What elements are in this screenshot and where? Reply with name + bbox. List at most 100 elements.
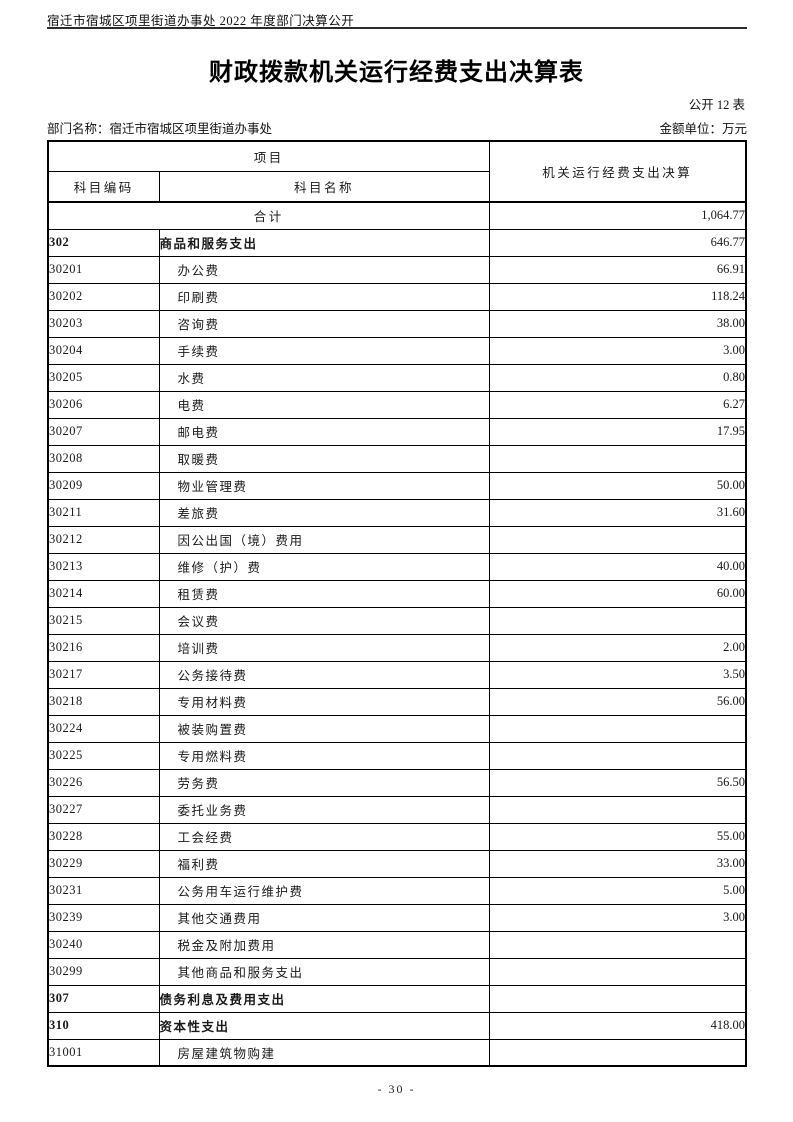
table-row: 30224 被装购置费	[47, 714, 747, 743]
subject-code-cell: 30216	[47, 633, 160, 662]
value-cell: 56.00	[488, 687, 747, 716]
table-row: 30216 培训费 2.00	[47, 633, 747, 662]
value-cell: 60.00	[488, 579, 747, 608]
table-row: 30299 其他商品和服务支出	[47, 957, 747, 986]
table-row: 30208 取暖费	[47, 444, 747, 473]
value-cell: 5.00	[488, 876, 747, 905]
value-cell: 33.00	[488, 849, 747, 878]
subject-name-cell: 房屋建筑物购建	[158, 1038, 490, 1067]
subject-name-cell: 差旅费	[158, 498, 490, 527]
value-cell: 38.00	[488, 309, 747, 338]
subject-name-cell: 办公费	[158, 255, 490, 284]
value-cell	[488, 984, 747, 1013]
header-divider	[47, 27, 747, 29]
subject-code-cell: 30211	[47, 498, 160, 527]
subject-name-cell: 工会经费	[158, 822, 490, 851]
subject-code-cell: 30214	[47, 579, 160, 608]
department-name-label: 部门名称：宿迁市宿城区项里街道办事处	[47, 122, 273, 136]
subject-name-cell: 咨询费	[158, 309, 490, 338]
value-cell: 50.00	[488, 471, 747, 500]
table-row: 30239 其他交通费用 3.00	[47, 903, 747, 932]
expense-table-body: 合计 1,064.77 302 商品和服务支出 646.77 30201 办公费 66.91 3…	[47, 201, 747, 1067]
subject-code-cell: 30225	[47, 741, 160, 770]
total-value: 1,064.77	[488, 201, 747, 230]
value-cell: 3.00	[488, 336, 747, 365]
subject-name-cell: 会议费	[158, 606, 490, 635]
table-row: 30209 物业管理费 50.00	[47, 471, 747, 500]
value-cell: 3.50	[488, 660, 747, 689]
total-row: 合计 1,064.77	[47, 201, 747, 230]
subject-code-cell: 30203	[47, 309, 160, 338]
value-cell	[488, 606, 747, 635]
column-header-value: 机关运行经费支出决算	[488, 140, 747, 203]
expense-table: 项目 机关运行经费支出决算 科目编码 科目名称 合计 1,064.77 302 商品和…	[47, 140, 748, 1067]
subject-name-cell: 培训费	[158, 633, 490, 662]
table-row: 30214 租赁费 60.00	[47, 579, 747, 608]
table-row: 30211 差旅费 31.60	[47, 498, 747, 527]
subject-code-cell: 30209	[47, 471, 160, 500]
subject-code-cell: 307	[47, 984, 160, 1013]
subject-code-cell: 30215	[47, 606, 160, 635]
table-row: 30207 邮电费 17.95	[47, 417, 747, 446]
value-cell: 40.00	[488, 552, 747, 581]
subject-code-cell: 30207	[47, 417, 160, 446]
subject-code-cell: 30202	[47, 282, 160, 311]
table-meta-row: 部门名称：宿迁市宿城区项里街道办事处 金额单位：万元	[47, 118, 747, 137]
value-cell: 2.00	[488, 633, 747, 662]
subject-code-cell: 30201	[47, 255, 160, 284]
subject-name-cell: 公务接待费	[158, 660, 490, 689]
total-label: 合计	[47, 201, 490, 230]
table-row: 30202 印刷费 118.24	[47, 282, 747, 311]
subject-name-cell: 其他交通费用	[158, 903, 490, 932]
subject-code-cell: 30224	[47, 714, 160, 743]
subject-name-cell: 专用燃料费	[158, 741, 490, 770]
value-cell	[488, 741, 747, 770]
subject-code-cell: 30231	[47, 876, 160, 905]
table-row: 30225 专用燃料费	[47, 741, 747, 770]
subject-code-cell: 30204	[47, 336, 160, 365]
value-cell: 55.00	[488, 822, 747, 851]
value-cell	[488, 525, 747, 554]
subject-code-cell: 30212	[47, 525, 160, 554]
subject-name-cell: 物业管理费	[158, 471, 490, 500]
value-cell: 56.50	[488, 768, 747, 797]
table-row: 310 资本性支出 418.00	[47, 1011, 747, 1040]
value-cell: 3.00	[488, 903, 747, 932]
value-cell: 418.00	[488, 1011, 747, 1040]
table-row: 30205 水费 0.80	[47, 363, 747, 392]
subject-name-cell: 委托业务费	[158, 795, 490, 824]
subject-code-cell: 30228	[47, 822, 160, 851]
table-row: 31001 房屋建筑物购建	[47, 1038, 747, 1067]
subject-name-cell: 税金及附加费用	[158, 930, 490, 959]
subject-code-cell: 30240	[47, 930, 160, 959]
table-row: 30201 办公费 66.91	[47, 255, 747, 284]
amount-unit-label: 金额单位：万元	[659, 122, 747, 136]
subject-name-cell: 邮电费	[158, 417, 490, 446]
value-cell	[488, 957, 747, 986]
table-row: 30217 公务接待费 3.50	[47, 660, 747, 689]
table-number-label: 公开 12 表	[688, 98, 745, 112]
page-number: - 30 -	[377, 1082, 416, 1096]
value-cell	[488, 795, 747, 824]
table-row: 30231 公务用车运行维护费 5.00	[47, 876, 747, 905]
table-row: 30228 工会经费 55.00	[47, 822, 747, 851]
value-cell: 646.77	[488, 228, 747, 257]
value-cell	[488, 714, 747, 743]
value-cell: 0.80	[488, 363, 747, 392]
column-header-project: 项目	[47, 140, 490, 172]
table-row: 30203 咨询费 38.00	[47, 309, 747, 338]
value-cell: 66.91	[488, 255, 747, 284]
subject-code-cell: 30205	[47, 363, 160, 392]
subject-name-cell: 电费	[158, 390, 490, 419]
subject-code-cell: 31001	[47, 1038, 160, 1067]
table-row: 30215 会议费	[47, 606, 747, 635]
subject-code-cell: 302	[47, 228, 160, 257]
value-cell	[488, 1038, 747, 1067]
header-row-subjects: 科目编码 科目名称	[47, 170, 746, 203]
document-header-text: 宿迁市宿城区项里街道办事处 2022 年度部门决算公开	[47, 14, 355, 28]
subject-code-cell: 30299	[47, 957, 160, 986]
subject-name-cell: 专用材料费	[158, 687, 490, 716]
subject-code-cell: 30218	[47, 687, 160, 716]
subject-name-cell: 其他商品和服务支出	[158, 957, 490, 986]
